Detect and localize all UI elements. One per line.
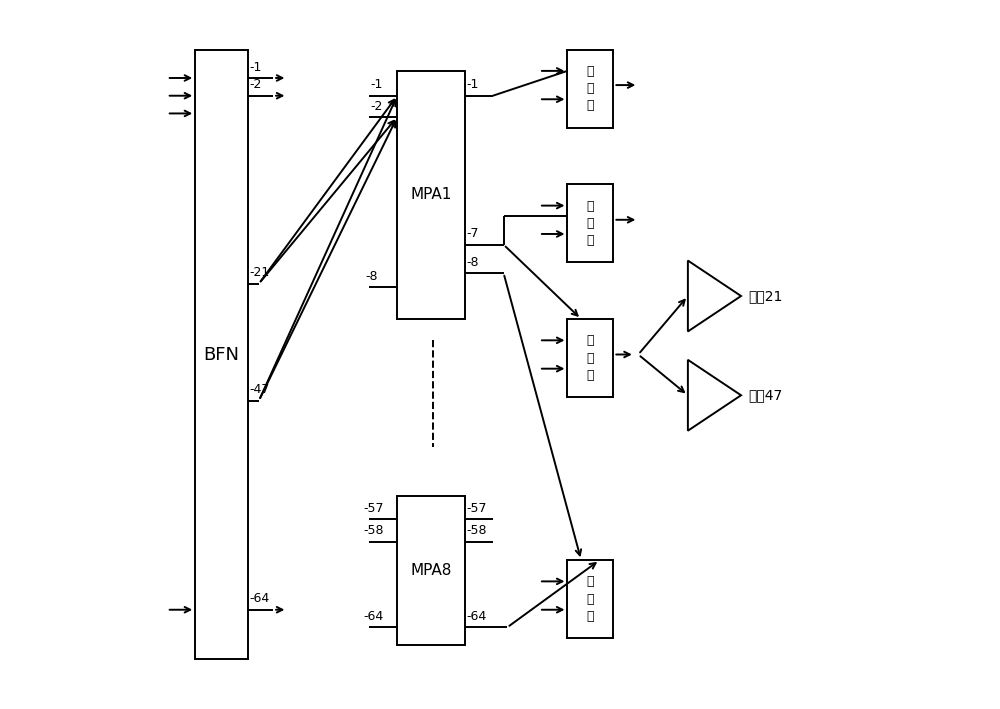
Text: -7: -7	[466, 228, 478, 240]
Text: -1: -1	[466, 79, 478, 91]
Text: 双: 双	[587, 65, 594, 78]
Text: MPA8: MPA8	[410, 563, 452, 579]
Text: -2: -2	[250, 79, 262, 91]
Bar	[567, 50, 613, 128]
Text: -1: -1	[370, 79, 383, 91]
Text: -21: -21	[250, 267, 270, 279]
Text: MPA1: MPA1	[410, 187, 452, 203]
Text: 器: 器	[587, 369, 594, 381]
Bar	[567, 319, 613, 397]
Text: -64: -64	[466, 610, 486, 623]
Text: 工: 工	[587, 593, 594, 605]
Text: 工: 工	[587, 82, 594, 95]
Text: 双: 双	[587, 200, 594, 213]
Text: -58: -58	[466, 525, 486, 537]
Text: -8: -8	[466, 256, 478, 269]
Text: -58: -58	[363, 525, 384, 537]
Bar	[567, 560, 613, 638]
Text: -64: -64	[250, 593, 270, 605]
Text: -57: -57	[363, 502, 384, 515]
Text: -47: -47	[250, 384, 270, 396]
Text: -8: -8	[365, 270, 378, 283]
Text: 双: 双	[587, 335, 594, 347]
Bar	[567, 184, 613, 262]
Text: -57: -57	[466, 502, 486, 515]
Text: 工: 工	[587, 352, 594, 364]
Text: -2: -2	[370, 100, 383, 113]
Text: 双: 双	[587, 576, 594, 588]
Bar	[397, 496, 465, 645]
Text: 工: 工	[587, 217, 594, 230]
Text: BFN: BFN	[204, 345, 240, 364]
Text: 器: 器	[587, 610, 594, 623]
Text: 馈渡21: 馈渡21	[748, 289, 783, 303]
Bar	[397, 71, 465, 319]
Text: -64: -64	[363, 610, 383, 623]
Text: 馈渡47: 馈渡47	[748, 389, 782, 402]
Text: 器: 器	[587, 99, 594, 112]
Text: -1: -1	[250, 61, 262, 74]
Bar	[195, 50, 248, 659]
Text: 器: 器	[587, 234, 594, 247]
